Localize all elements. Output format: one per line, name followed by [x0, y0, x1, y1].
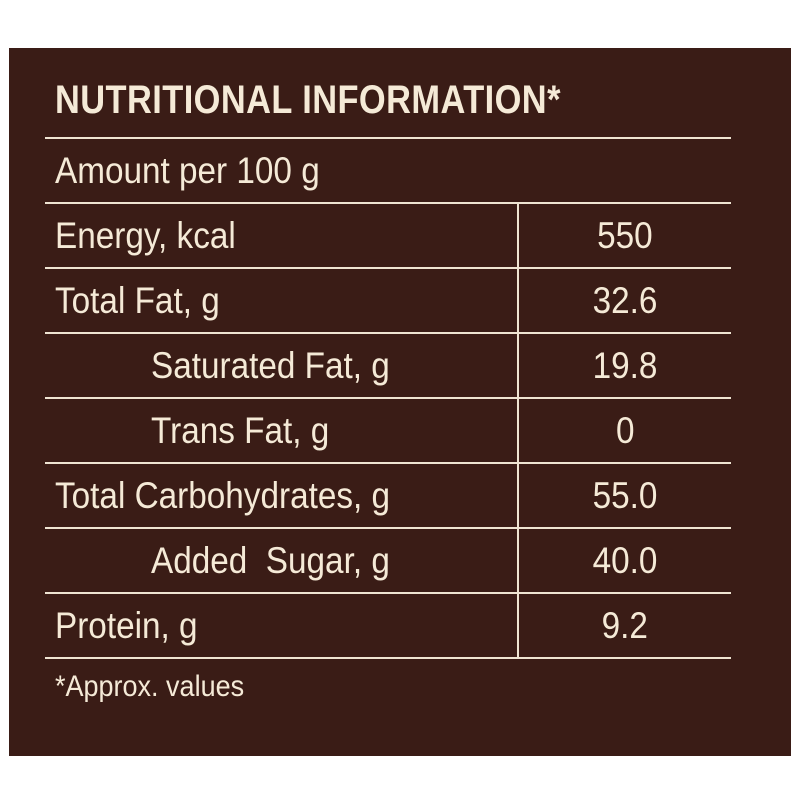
nutrient-value-text: 19.8 [592, 344, 658, 386]
nutrient-value-text: 9.2 [602, 604, 649, 646]
nutrient-value: 9.2 [517, 592, 731, 659]
nutrient-value-text: 32.6 [592, 279, 658, 321]
nutrient-name: Total Carbohydrates, g [45, 462, 520, 529]
panel-title: NUTRITIONAL INFORMATION* [55, 78, 561, 122]
nutrient-name: Energy, kcal [45, 202, 520, 269]
nutrient-value: 19.8 [517, 332, 731, 399]
nutrient-name: Protein, g [45, 592, 520, 659]
nutrient-value: 55.0 [517, 462, 731, 529]
nutrient-name-text: Total Carbohydrates, g [55, 474, 391, 516]
table-row-trans-fat: Trans Fat, g 0 [45, 397, 731, 464]
nutrient-name: Saturated Fat, g [45, 332, 520, 399]
nutrient-value: 32.6 [517, 267, 731, 334]
nutrient-value: 40.0 [517, 527, 731, 594]
table-row-added-sugar: Added Sugar, g 40.0 [45, 527, 731, 594]
nutrient-name: Total Fat, g [45, 267, 520, 334]
nutrient-value-text: 0 [615, 409, 635, 451]
nutrient-name: Added Sugar, g [45, 527, 520, 594]
footnote: *Approx. values [55, 670, 245, 703]
table-row-total-fat: Total Fat, g 32.6 [45, 267, 731, 334]
table-row-total-carbohydrates: Total Carbohydrates, g 55.0 [45, 462, 731, 529]
serving-row: Amount per 100 g [45, 137, 731, 204]
nutrient-name: Trans Fat, g [45, 397, 520, 464]
table-row-saturated-fat: Saturated Fat, g 19.8 [45, 332, 731, 399]
table-row-energy: Energy, kcal 550 [45, 202, 731, 269]
nutrient-name-text: Trans Fat, g [151, 409, 330, 451]
nutrient-value-text: 550 [597, 214, 653, 256]
nutrient-value-text: 55.0 [592, 474, 658, 516]
nutrient-name-text: Added Sugar, g [151, 539, 390, 581]
nutrition-panel: NUTRITIONAL INFORMATION* Amount per 100 … [9, 48, 791, 756]
nutrient-name-text: Protein, g [55, 604, 198, 646]
nutrient-name-text: Total Fat, g [55, 279, 220, 321]
nutrient-value-text: 40.0 [592, 539, 658, 581]
serving-cell: Amount per 100 g [45, 137, 731, 204]
nutrient-value: 550 [517, 202, 731, 269]
nutrition-table: Amount per 100 g Energy, kcal 550 Total … [45, 137, 731, 659]
serving-label: Amount per 100 g [55, 149, 320, 191]
nutrient-name-text: Energy, kcal [55, 214, 236, 256]
nutrient-name-text: Saturated Fat, g [151, 344, 390, 386]
table-row-protein: Protein, g 9.2 [45, 592, 731, 659]
nutrient-value: 0 [517, 397, 731, 464]
